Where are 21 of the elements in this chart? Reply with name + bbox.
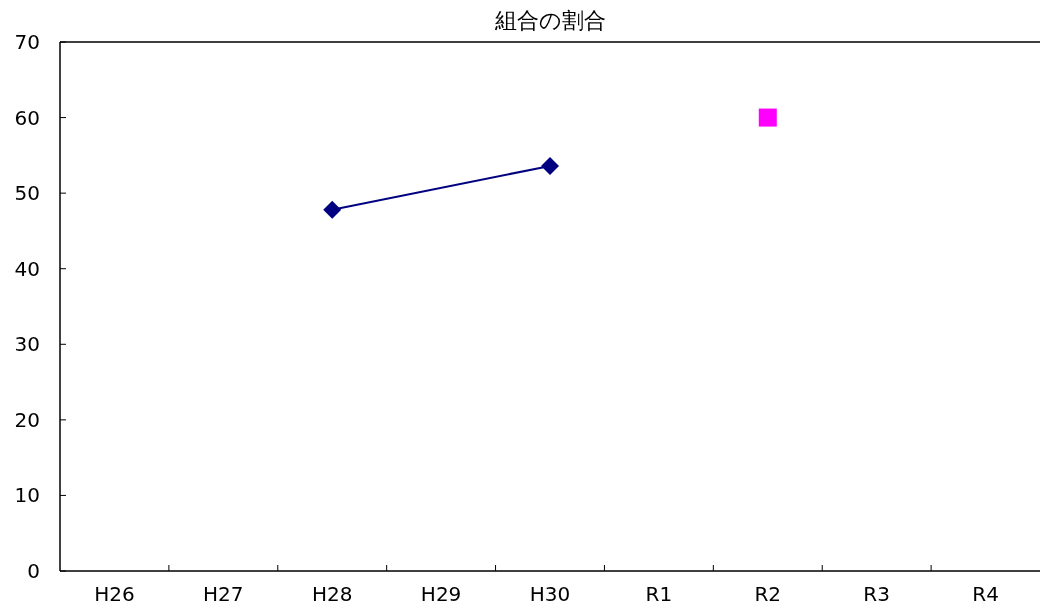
x-tick-label: R3 [863, 582, 890, 606]
y-tick-label: 10 [14, 483, 40, 508]
x-tick-label: H27 [203, 582, 244, 606]
y-tick-label: 30 [14, 332, 40, 357]
x-tick-label: H30 [529, 582, 571, 606]
x-tick-label: R4 [972, 582, 999, 606]
y-tick-label: 40 [14, 256, 40, 281]
x-tick-label: R2 [754, 582, 782, 606]
x-tick-label: H28 [311, 582, 353, 606]
y-tick-label: 60 [14, 105, 40, 130]
point [541, 156, 559, 175]
x-tick-label: H29 [420, 582, 462, 606]
point [758, 108, 777, 127]
y-tick-label: 20 [14, 407, 40, 432]
point [323, 200, 342, 219]
y-tick-label: 50 [14, 181, 40, 206]
chart-title: 組合の割合 [493, 8, 606, 33]
x-tick-label: R1 [645, 582, 673, 606]
x-tick-label: H26 [94, 582, 135, 606]
y-tick-label: 70 [14, 30, 40, 54]
y-tick-label: 0 [27, 559, 40, 583]
